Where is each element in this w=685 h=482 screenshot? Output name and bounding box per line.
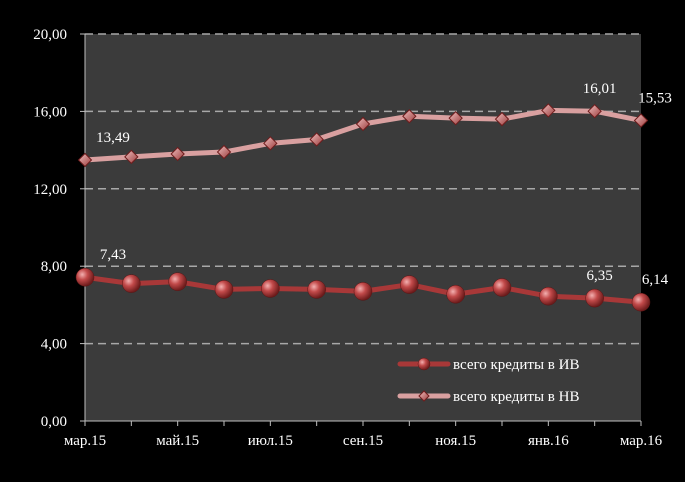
- data-point: [585, 288, 604, 308]
- y-tick-label: 16,00: [33, 104, 67, 120]
- gridlines: [85, 33, 641, 345]
- data-point: [168, 272, 187, 291]
- x-tick-label: май.15: [156, 433, 199, 449]
- data-point: [448, 110, 463, 126]
- data-point: [122, 274, 141, 293]
- legend-marker: [417, 357, 431, 371]
- data-point: [541, 103, 556, 118]
- data-point: [77, 152, 93, 168]
- data-point: [75, 267, 95, 287]
- data-point: [446, 285, 465, 304]
- data-point: [492, 278, 512, 297]
- data-point: [307, 280, 326, 299]
- y-tick-label: 12,00: [33, 182, 67, 198]
- data-point: [353, 282, 373, 301]
- data-point: [263, 136, 278, 151]
- plot-area: [85, 34, 641, 421]
- x-tick-label: мар.15: [64, 433, 106, 449]
- series: [75, 103, 651, 312]
- data-label: 13,49: [96, 130, 130, 146]
- data-point: [631, 292, 651, 312]
- x-tick-label: мар.16: [620, 433, 663, 449]
- data-point: [124, 149, 139, 165]
- legend-label: всего кредиты в ИВ: [453, 357, 579, 373]
- data-point: [494, 111, 510, 127]
- data-point: [400, 275, 419, 294]
- data-point: [309, 132, 324, 147]
- legend-marker: [418, 390, 430, 402]
- x-tick-label: июл.15: [248, 433, 293, 449]
- data-point: [402, 109, 417, 124]
- data-label: 15,53: [638, 90, 672, 106]
- data-point: [355, 116, 371, 132]
- legend-label: всего кредиты в НВ: [453, 389, 579, 405]
- legend: всего кредиты в ИВ всего кредиты в НВ: [397, 357, 579, 405]
- data-point: [633, 113, 649, 128]
- y-tick-label: 0,00: [41, 414, 67, 430]
- x-tick-label: сен.15: [343, 433, 383, 449]
- data-label: 16,01: [583, 81, 617, 97]
- y-tick-label: 20,00: [33, 27, 67, 43]
- data-point: [170, 146, 185, 162]
- data-point: [216, 144, 232, 160]
- y-tick-label: 8,00: [41, 259, 67, 275]
- x-tick-label: ноя.15: [435, 433, 476, 449]
- data-label: 6,14: [642, 272, 669, 288]
- x-tick-label: янв.16: [528, 433, 569, 449]
- data-label: 7,43: [100, 247, 126, 263]
- y-tick-label: 4,00: [41, 337, 67, 353]
- data-point: [587, 103, 602, 119]
- data-point: [539, 286, 558, 306]
- data-point: [261, 279, 280, 298]
- data-labels: 7,43 6,35 6,14 13,49 16,01 15,53: [96, 81, 672, 288]
- axes: 0,00 4,00 8,00 12,00 16,00 20,00 мар.15 май.15 и…: [33, 27, 662, 449]
- data-point: [214, 280, 234, 299]
- data-label: 6,35: [587, 268, 613, 284]
